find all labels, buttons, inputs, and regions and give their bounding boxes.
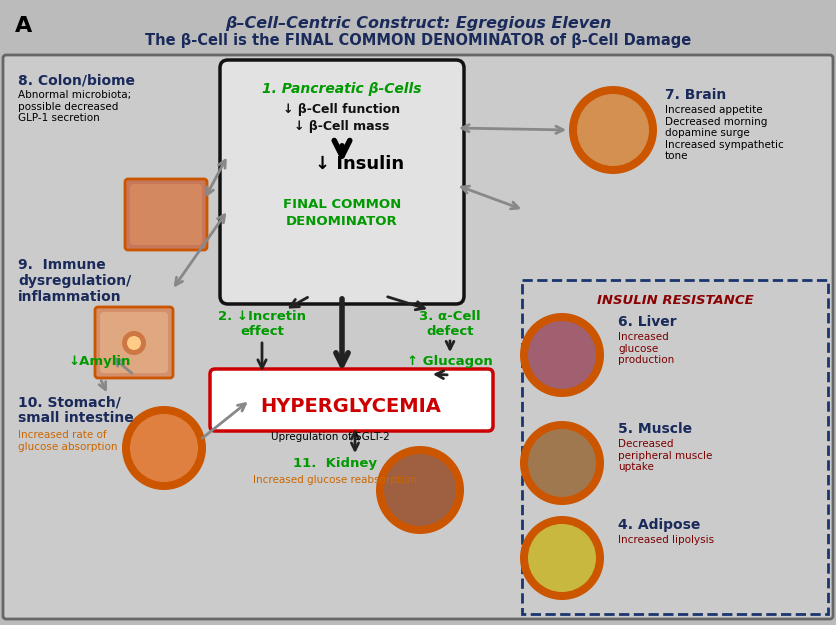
Text: The β-Cell is the FINAL COMMON DENOMINATOR of β-Cell Damage: The β-Cell is the FINAL COMMON DENOMINAT… (145, 32, 691, 48)
Circle shape (577, 94, 649, 166)
FancyBboxPatch shape (3, 55, 833, 619)
Text: Increased lipolysis: Increased lipolysis (618, 535, 714, 545)
Text: Decreased
peripheral muscle
uptake: Decreased peripheral muscle uptake (618, 439, 712, 472)
Text: FINAL COMMON: FINAL COMMON (283, 198, 401, 211)
Text: 6. Liver: 6. Liver (618, 315, 676, 329)
FancyBboxPatch shape (125, 179, 207, 250)
Circle shape (528, 429, 596, 497)
Circle shape (130, 414, 198, 482)
FancyBboxPatch shape (100, 312, 168, 373)
FancyBboxPatch shape (210, 369, 493, 431)
FancyBboxPatch shape (95, 307, 173, 378)
Text: ↓ β-Cell function: ↓ β-Cell function (283, 103, 400, 116)
Text: 11.  Kidney: 11. Kidney (293, 457, 377, 470)
Text: ↓ β-Cell mass: ↓ β-Cell mass (294, 120, 390, 133)
Circle shape (520, 516, 604, 600)
Text: β–Cell–Centric Construct: Egregious Eleven: β–Cell–Centric Construct: Egregious Elev… (225, 16, 611, 31)
Text: HYPERGLYCEMIA: HYPERGLYCEMIA (261, 396, 441, 416)
Text: 5. Muscle: 5. Muscle (618, 422, 692, 436)
Text: 4. Adipose: 4. Adipose (618, 518, 701, 532)
Text: 3. α-Cell
defect: 3. α-Cell defect (419, 310, 481, 338)
Circle shape (528, 524, 596, 592)
Circle shape (376, 446, 464, 534)
Circle shape (528, 321, 596, 389)
Text: Increased rate of
glucose absorption: Increased rate of glucose absorption (18, 430, 118, 452)
Text: 9.  Immune
dysregulation/
inflammation: 9. Immune dysregulation/ inflammation (18, 258, 131, 304)
Circle shape (569, 86, 657, 174)
Circle shape (520, 313, 604, 397)
Text: Upregulation of SGLT-2: Upregulation of SGLT-2 (271, 432, 390, 442)
Text: ↓Amylin: ↓Amylin (68, 355, 130, 368)
Text: ↓ Insulin: ↓ Insulin (315, 155, 405, 173)
Text: ↑ Glucagon: ↑ Glucagon (407, 355, 493, 368)
Text: 7. Brain: 7. Brain (665, 88, 726, 102)
FancyBboxPatch shape (130, 184, 202, 245)
Text: 2. ↓Incretin
effect: 2. ↓Incretin effect (218, 310, 306, 338)
Circle shape (122, 331, 146, 355)
FancyBboxPatch shape (522, 280, 828, 614)
Text: Increased glucose reabsorption: Increased glucose reabsorption (253, 475, 417, 485)
Text: Abnormal microbiota;
possible decreased
GLP-1 secretion: Abnormal microbiota; possible decreased … (18, 90, 131, 123)
Text: 1. Pancreatic β-Cells: 1. Pancreatic β-Cells (263, 82, 421, 96)
Circle shape (520, 421, 604, 505)
Text: INSULIN RESISTANCE: INSULIN RESISTANCE (597, 294, 753, 307)
Circle shape (384, 454, 456, 526)
Text: Increased
glucose
production: Increased glucose production (618, 332, 675, 365)
Text: 8. Colon/biome: 8. Colon/biome (18, 73, 135, 87)
Circle shape (127, 336, 141, 350)
Text: A: A (15, 16, 33, 36)
Text: Increased appetite
Decreased morning
dopamine surge
Increased sympathetic
tone: Increased appetite Decreased morning dop… (665, 105, 784, 161)
FancyBboxPatch shape (220, 60, 464, 304)
Text: 10. Stomach/
small intestine: 10. Stomach/ small intestine (18, 395, 134, 425)
Text: DENOMINATOR: DENOMINATOR (286, 215, 398, 228)
Circle shape (122, 406, 206, 490)
